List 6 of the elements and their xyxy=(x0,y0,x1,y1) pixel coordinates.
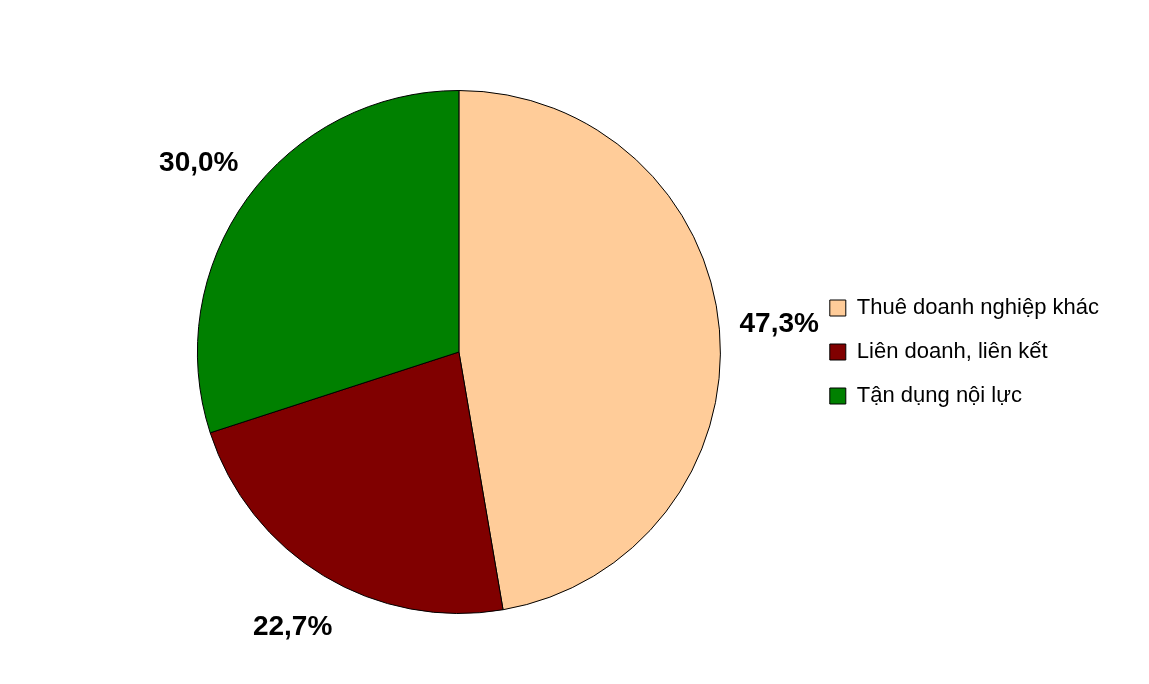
legend-label: Liên doanh, liên kết xyxy=(856,338,1048,364)
legend-label: Thuê doanh nghiệp khác xyxy=(856,294,1100,320)
legend-label: Tận dụng nội lực xyxy=(856,382,1022,408)
data-label: 30,0% xyxy=(159,145,239,177)
data-label: 22,7% xyxy=(252,609,333,641)
data-label: 47,3% xyxy=(739,307,820,339)
